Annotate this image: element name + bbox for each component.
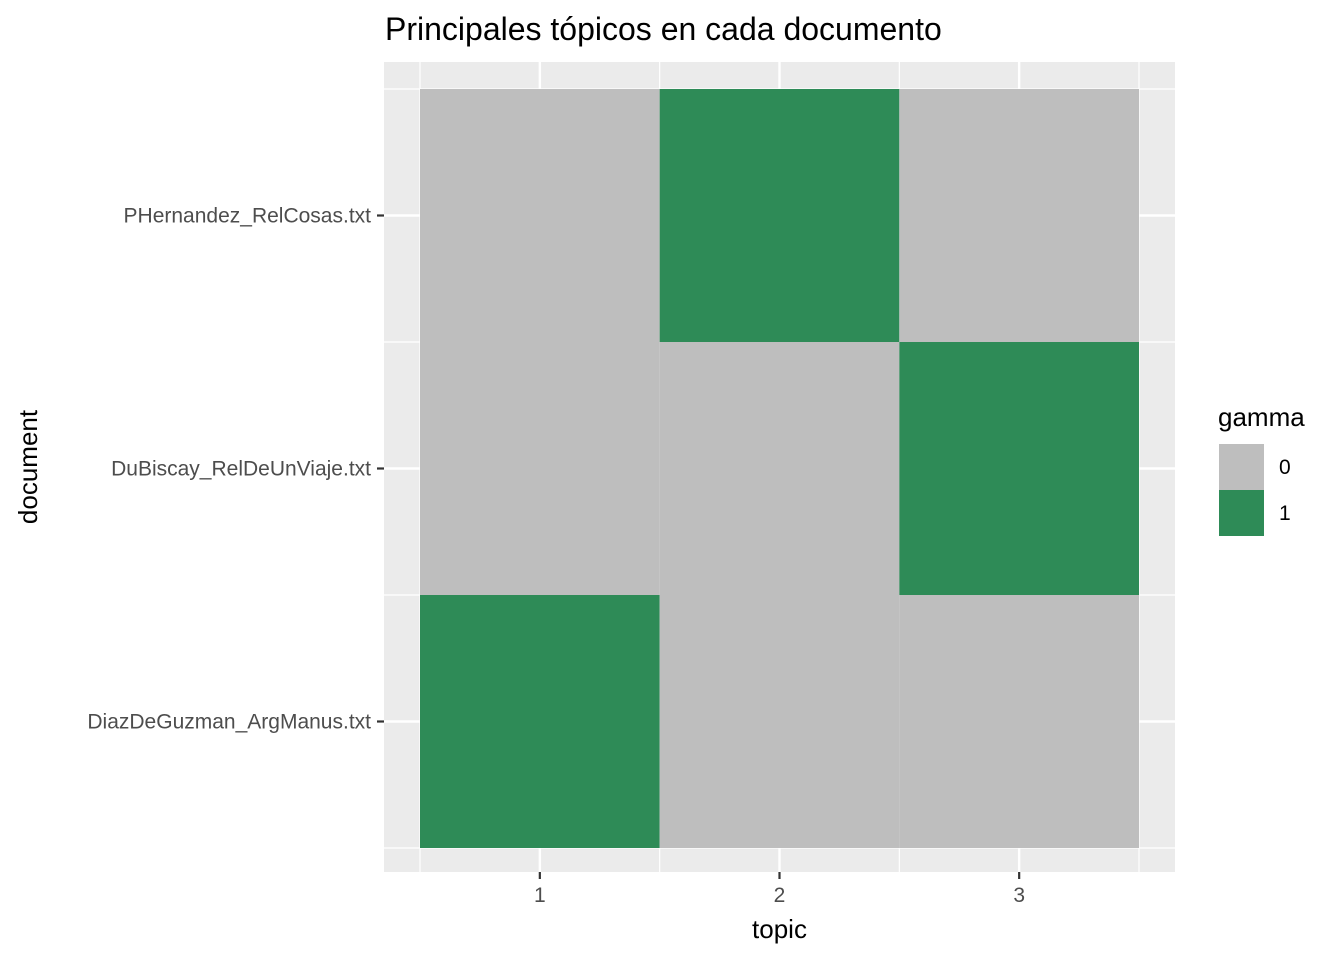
x-axis-title: topic xyxy=(752,914,807,944)
y-axis-tick-label: DuBiscay_RelDeUnViaje.txt xyxy=(111,458,371,481)
heatmap-cell xyxy=(899,342,1139,595)
legend-key xyxy=(1219,444,1264,490)
heatmap-cell xyxy=(659,595,900,848)
heatmap-cell xyxy=(659,342,900,595)
heatmap-cell xyxy=(899,89,1139,342)
heatmap-cell xyxy=(420,89,660,342)
heatmap-cell xyxy=(420,342,660,595)
heatmap-cell xyxy=(899,595,1139,848)
x-axis-tick-label: 3 xyxy=(1013,884,1025,907)
heatmap-cell xyxy=(659,89,900,342)
y-axis-tick-label: PHernandez_RelCosas.txt xyxy=(124,205,372,228)
heatmap-cells xyxy=(420,89,1139,848)
x-axis-tick-label: 1 xyxy=(534,884,546,907)
x-axis-tick-label: 2 xyxy=(774,884,786,907)
legend-title: gamma xyxy=(1218,402,1305,432)
chart-title: Principales tópicos en cada documento xyxy=(385,11,942,47)
y-axis-tick-label: DiazDeGuzman_ArgManus.txt xyxy=(87,711,371,734)
legend-key xyxy=(1219,490,1264,536)
y-axis: DiazDeGuzman_ArgManus.txt DuBiscay_RelDeU… xyxy=(87,205,384,734)
legend: gamma 0 1 xyxy=(1218,402,1305,536)
legend-label: 1 xyxy=(1279,502,1291,525)
y-axis-title: document xyxy=(13,409,43,524)
heatmap-cell xyxy=(420,595,660,848)
legend-label: 0 xyxy=(1279,456,1291,479)
x-axis: 1 2 3 xyxy=(534,872,1025,907)
